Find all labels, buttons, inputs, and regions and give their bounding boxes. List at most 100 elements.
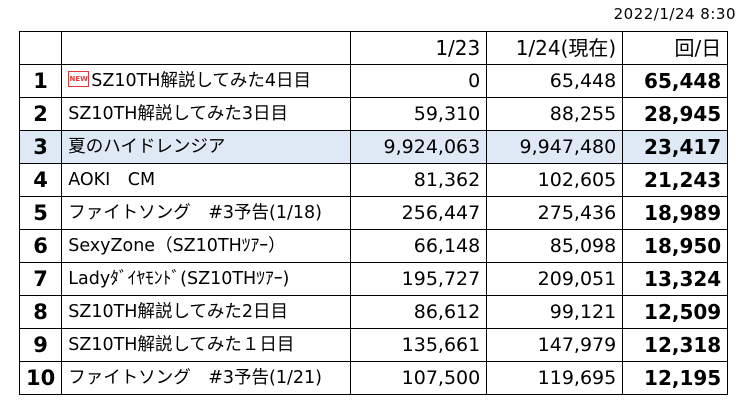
rank-text: 6 [33,234,48,258]
rank-cell: 10 [18,361,63,395]
title-cell: SZ10TH解説してみた１日目 [61,328,352,362]
current-count-cell: 102,605 [486,163,624,197]
prev-count-text: 107,500 [401,367,481,389]
current-count-cell: 119,695 [486,361,624,395]
rank-text: 9 [33,333,48,357]
title-text: SZ10TH解説してみた3日目 [68,104,289,124]
header-title [61,31,352,65]
prev-count-text: 195,727 [401,268,481,290]
title-cell: ファイトソング #3予告(1/18) [61,196,352,230]
title-cell: 夏のハイドレンジア [61,130,352,164]
rank-cell: 7 [18,262,63,296]
current-count-text: 209,051 [537,268,617,290]
rank-text: 8 [33,300,48,324]
new-badge-icon: NEW [68,71,90,87]
rank-text: 10 [26,366,56,390]
title-cell: SZ10TH解説してみた3日目 [61,97,352,131]
header-curr: 1/24(現在) [486,31,624,65]
table-body: 1 NEW SZ10TH解説してみた4日目 0 65,448 65,448 2 SZ10TH解… [18,64,729,395]
prev-count-cell: 256,447 [350,196,488,230]
current-count-cell: 65,448 [486,64,624,98]
current-count-cell: 209,051 [486,262,624,296]
per-day-cell: 21,243 [622,163,729,197]
title-cell: NEW SZ10TH解説してみた4日目 [61,64,352,98]
per-day-cell: 65,448 [622,64,729,98]
title-cell: ファイトソング #3予告(1/21) [61,361,352,395]
title-text: SZ10TH解説してみた2日目 [68,302,289,322]
current-count-text: 99,121 [549,301,617,323]
rank-text: 7 [33,267,48,291]
rank-text: 1 [33,69,48,93]
title-text: ファイトソング #3予告(1/21) [68,368,322,388]
current-count-text: 102,605 [537,169,617,191]
current-count-text: 65,448 [549,70,617,92]
prev-count-cell: 81,362 [350,163,488,197]
current-count-text: 85,098 [549,235,617,257]
table-row: 6 SexyZone（SZ10THﾂｱｰ） 66,148 85,098 18,950 [18,229,729,263]
rank-cell: 8 [18,295,63,329]
table-row: 2 SZ10TH解説してみた3日目 59,310 88,255 28,945 [18,97,729,131]
current-count-cell: 88,255 [486,97,624,131]
prev-count-text: 86,612 [413,301,481,323]
per-day-cell: 12,509 [622,295,729,329]
current-count-text: 9,947,480 [519,136,617,158]
per-day-cell: 12,195 [622,361,729,395]
prev-count-cell: 66,148 [350,229,488,263]
rank-cell: 2 [18,97,63,131]
rank-cell: 6 [18,229,63,263]
per-day-text: 13,324 [644,267,722,291]
current-count-cell: 275,436 [486,196,624,230]
header-row: 1/23 1/24(現在) 回/日 [18,31,729,65]
rank-cell: 9 [18,328,63,362]
title-text: 夏のハイドレンジア [68,137,226,157]
title-cell: AOKI CM [61,163,352,197]
title-text: SZ10TH解説してみた4日目 [91,71,312,91]
prev-count-text: 81,362 [413,169,481,191]
per-day-text: 28,945 [644,102,722,126]
rank-cell: 4 [18,163,63,197]
title-cell: SZ10TH解説してみた2日目 [61,295,352,329]
per-day-cell: 13,324 [622,262,729,296]
prev-count-cell: 107,500 [350,361,488,395]
per-day-text: 12,318 [644,333,722,357]
table-row: 1 NEW SZ10TH解説してみた4日目 0 65,448 65,448 [18,64,729,98]
header-prev: 1/23 [350,31,488,65]
rank-cell: 3 [18,130,63,164]
table-row: 7 Ladyﾀﾞｲﾔﾓﾝﾄﾞ(SZ10THﾂｱｰ) 195,727 209,051 13… [18,262,729,296]
timestamp: 2022/1/24 8:30 [613,5,736,23]
rank-text: 4 [33,168,48,192]
title-cell: SexyZone（SZ10THﾂｱｰ） [61,229,352,263]
per-day-text: 65,448 [644,69,722,93]
prev-count-text: 9,924,063 [383,136,481,158]
prev-count-text: 0 [468,70,481,92]
prev-count-text: 256,447 [401,202,481,224]
title-text: Ladyﾀﾞｲﾔﾓﾝﾄﾞ(SZ10THﾂｱｰ) [68,269,290,289]
per-day-cell: 18,950 [622,229,729,263]
title-text: SexyZone（SZ10THﾂｱｰ） [68,236,286,256]
table-row: 4 AOKI CM 81,362 102,605 21,243 [18,163,729,197]
rank-cell: 5 [18,196,63,230]
rank-text: 2 [33,102,48,126]
ranking-table: 1/23 1/24(現在) 回/日 1 NEW SZ10TH解説してみた4日目 0 65… [18,31,729,395]
per-day-text: 21,243 [644,168,722,192]
current-count-text: 147,979 [537,334,617,356]
title-text: SZ10TH解説してみた１日目 [68,335,295,355]
table-row: 10 ファイトソング #3予告(1/21) 107,500 119,695 12,195 [18,361,729,395]
per-day-text: 18,950 [644,234,722,258]
per-day-text: 23,417 [644,135,722,159]
prev-count-cell: 195,727 [350,262,488,296]
title-cell: Ladyﾀﾞｲﾔﾓﾝﾄﾞ(SZ10THﾂｱｰ) [61,262,352,296]
table-row: 9 SZ10TH解説してみた１日目 135,661 147,979 12,318 [18,328,729,362]
prev-count-text: 66,148 [413,235,481,257]
current-count-cell: 9,947,480 [486,130,624,164]
per-day-cell: 23,417 [622,130,729,164]
current-count-cell: 147,979 [486,328,624,362]
table-row: 3 夏のハイドレンジア 9,924,063 9,947,480 23,417 [18,130,729,164]
per-day-text: 18,989 [644,201,722,225]
per-day-text: 12,509 [644,300,722,324]
prev-count-cell: 59,310 [350,97,488,131]
header-rank [18,31,63,65]
current-count-cell: 99,121 [486,295,624,329]
prev-count-text: 59,310 [413,103,481,125]
prev-count-text: 135,661 [401,334,481,356]
